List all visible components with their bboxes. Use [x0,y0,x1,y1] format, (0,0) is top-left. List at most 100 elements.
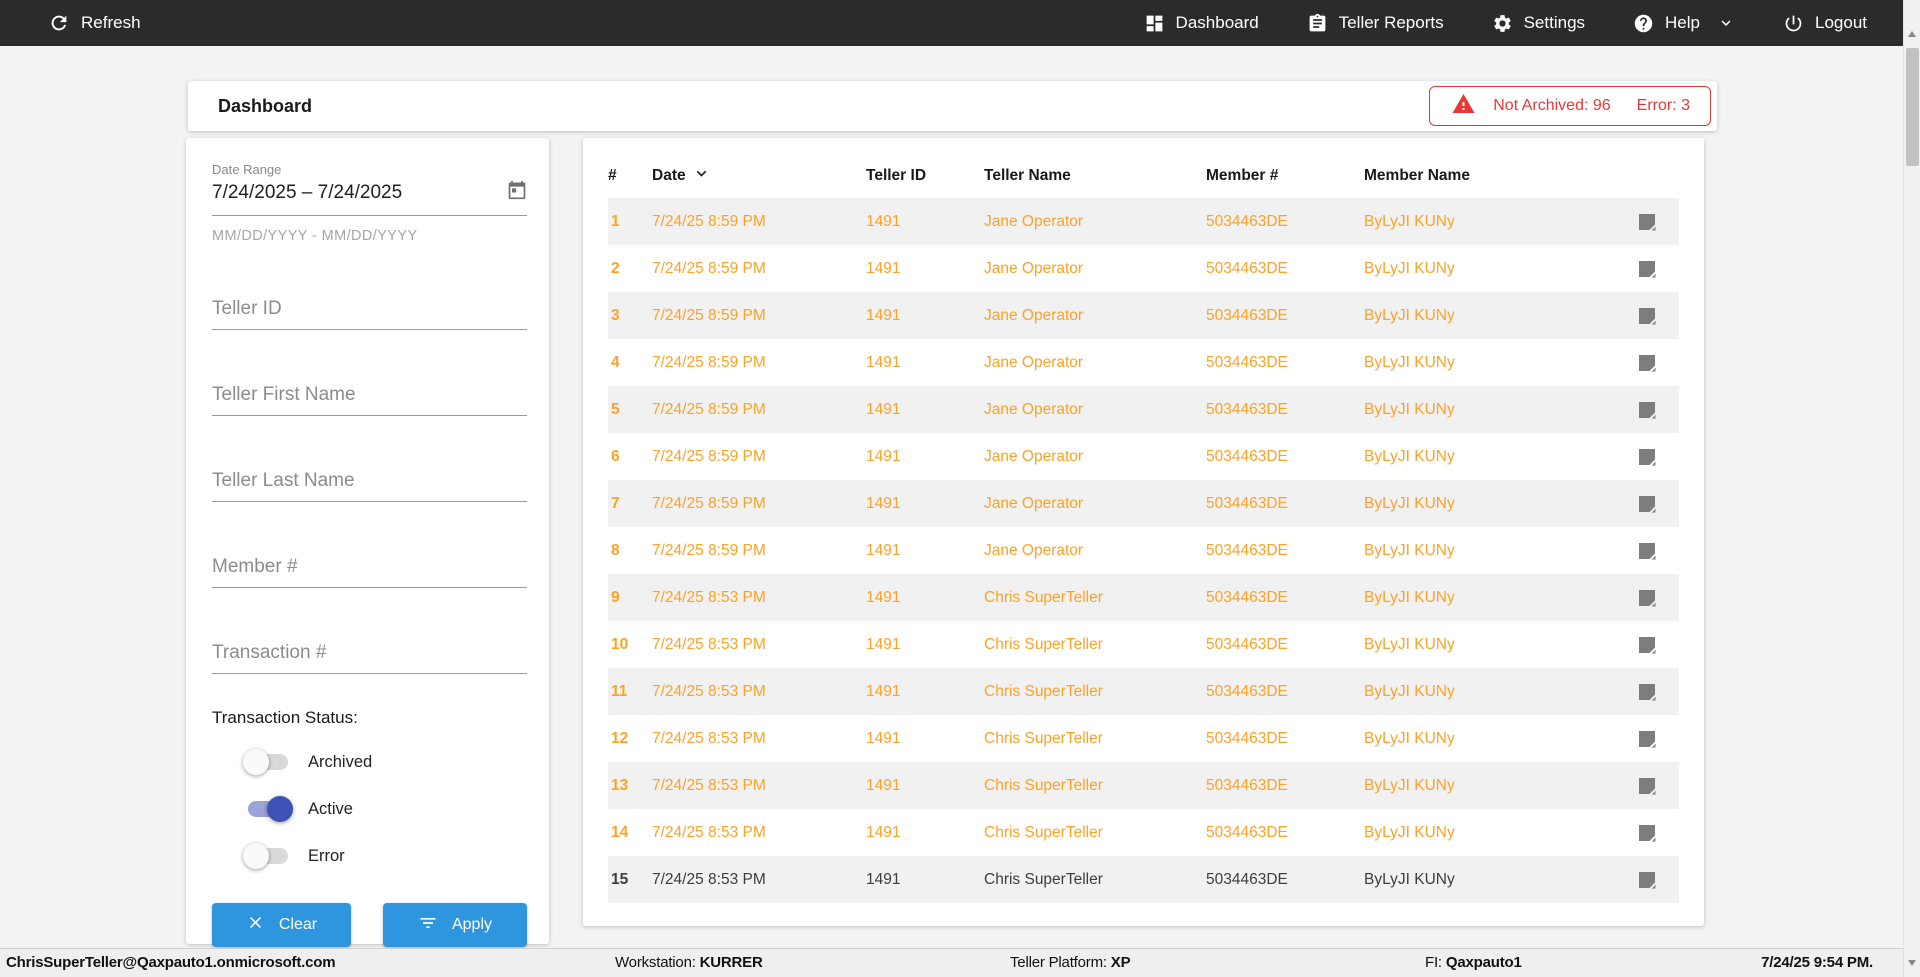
cell-teller-name: Chris SuperTeller [984,776,1103,794]
cell-member-num: 5034463DE [1206,635,1288,653]
table-row[interactable]: 1 7/24/25 8:59 PM 1491 Jane Operator 503… [608,198,1679,245]
note-icon[interactable] [1614,823,1679,843]
refresh-button[interactable]: Refresh [48,12,141,34]
row-number: 5 [611,400,620,418]
error-count: Error: 3 [1636,97,1690,114]
cell-teller-id: 1491 [866,306,901,324]
note-icon[interactable] [1614,541,1679,561]
not-archived-count: Not Archived: 96 [1493,97,1611,114]
status-datetime: 7/24/25 9:54 PM. [1761,954,1873,971]
row-number: 11 [611,682,628,700]
not-archived-error-badge[interactable]: Not Archived: 96 Error: 3 [1429,86,1711,126]
note-icon[interactable] [1614,729,1679,749]
note-icon[interactable] [1614,259,1679,279]
scroll-up-button[interactable] [1904,26,1920,43]
table-body: 1 7/24/25 8:59 PM 1491 Jane Operator 503… [608,198,1679,903]
logged-in-user: ChrisSuperTeller@Qaxpauto1.onmicrosoft.c… [6,954,336,971]
gear-icon [1492,13,1513,34]
cell-date: 7/24/25 8:53 PM [652,870,766,888]
cell-teller-name: Chris SuperTeller [984,870,1103,888]
cell-member-num: 5034463DE [1206,823,1288,841]
teller-last-name-input[interactable] [212,470,527,501]
date-range-input[interactable] [212,181,507,204]
note-icon[interactable] [1614,306,1679,326]
note-icon[interactable] [1614,353,1679,373]
member-number-input[interactable] [212,556,527,587]
table-row[interactable]: 5 7/24/25 8:59 PM 1491 Jane Operator 503… [608,386,1679,433]
cell-date: 7/24/25 8:59 PM [652,541,766,559]
cell-member-num: 5034463DE [1206,494,1288,512]
archived-toggle[interactable]: Archived [243,749,527,775]
row-number: 4 [611,353,620,371]
nav-dashboard[interactable]: Dashboard [1144,13,1259,34]
cell-teller-id: 1491 [866,682,901,700]
cell-member-num: 5034463DE [1206,588,1288,606]
table-row[interactable]: 10 7/24/25 8:53 PM 1491 Chris SuperTelle… [608,621,1679,668]
cell-date: 7/24/25 8:59 PM [652,494,766,512]
note-icon[interactable] [1614,494,1679,514]
scrollbar-thumb[interactable] [1906,48,1919,166]
table-row[interactable]: 14 7/24/25 8:53 PM 1491 Chris SuperTelle… [608,809,1679,856]
scroll-down-button[interactable] [1904,954,1920,971]
note-icon[interactable] [1614,870,1679,890]
cell-date: 7/24/25 8:59 PM [652,306,766,324]
cell-teller-name: Chris SuperTeller [984,823,1103,841]
cell-teller-id: 1491 [866,212,901,230]
calendar-icon[interactable] [507,180,527,205]
note-icon[interactable] [1614,635,1679,655]
row-number: 6 [611,447,620,465]
cell-member-num: 5034463DE [1206,400,1288,418]
nav-logout[interactable]: Logout [1783,13,1867,34]
nav-help[interactable]: Help [1633,13,1735,34]
cell-member-name: ByLyJI KUNy [1364,682,1455,700]
teller-first-name-input[interactable] [212,384,527,415]
table-row[interactable]: 4 7/24/25 8:59 PM 1491 Jane Operator 503… [608,339,1679,386]
cell-teller-id: 1491 [866,776,901,794]
note-icon[interactable] [1614,447,1679,467]
cell-teller-name: Jane Operator [984,447,1084,465]
note-icon[interactable] [1614,400,1679,420]
dashboard-icon [1144,13,1165,34]
toggle-switch [243,843,290,869]
note-icon[interactable] [1614,588,1679,608]
chevron-down-icon [1717,14,1735,32]
cell-member-name: ByLyJI KUNy [1364,212,1455,230]
table-row[interactable]: 7 7/24/25 8:59 PM 1491 Jane Operator 503… [608,480,1679,527]
power-icon [1783,13,1804,34]
apply-button[interactable]: Apply [383,903,527,947]
nav-teller-reports[interactable]: Teller Reports [1307,13,1444,34]
cell-member-name: ByLyJI KUNy [1364,823,1455,841]
table-row[interactable]: 13 7/24/25 8:53 PM 1491 Chris SuperTelle… [608,762,1679,809]
active-toggle[interactable]: Active [246,796,527,822]
cell-member-name: ByLyJI KUNy [1364,776,1455,794]
teller-id-input[interactable] [212,298,527,329]
cell-member-name: ByLyJI KUNy [1364,494,1455,512]
table-row[interactable]: 6 7/24/25 8:59 PM 1491 Jane Operator 503… [608,433,1679,480]
vertical-scrollbar[interactable] [1903,0,1920,977]
table-row[interactable]: 11 7/24/25 8:53 PM 1491 Chris SuperTelle… [608,668,1679,715]
table-row[interactable]: 9 7/24/25 8:53 PM 1491 Chris SuperTeller… [608,574,1679,621]
toggle-switch [243,749,290,775]
cell-member-num: 5034463DE [1206,353,1288,371]
nav-settings[interactable]: Settings [1492,13,1585,34]
top-nav: Refresh Dashboard Teller Reports Setting… [0,0,1903,46]
page-header-card: Dashboard Not Archived: 96 Error: 3 [188,81,1717,131]
table-row[interactable]: 8 7/24/25 8:59 PM 1491 Jane Operator 503… [608,527,1679,574]
error-toggle[interactable]: Error [243,843,527,869]
sort-arrow-icon [692,164,711,188]
table-row[interactable]: 15 7/24/25 8:53 PM 1491 Chris SuperTelle… [608,856,1679,903]
cell-teller-id: 1491 [866,541,901,559]
clear-button[interactable]: Clear [212,903,352,947]
cell-member-num: 5034463DE [1206,541,1288,559]
note-icon[interactable] [1614,212,1679,232]
table-row[interactable]: 3 7/24/25 8:59 PM 1491 Jane Operator 503… [608,292,1679,339]
table-row[interactable]: 12 7/24/25 8:53 PM 1491 Chris SuperTelle… [608,715,1679,762]
note-icon[interactable] [1614,682,1679,702]
cell-teller-id: 1491 [866,447,901,465]
cell-member-name: ByLyJI KUNy [1364,306,1455,324]
transaction-number-input[interactable] [212,642,527,673]
col-header-date-sort[interactable]: Date [652,164,866,188]
table-row[interactable]: 2 7/24/25 8:59 PM 1491 Jane Operator 503… [608,245,1679,292]
cell-teller-name: Chris SuperTeller [984,729,1103,747]
note-icon[interactable] [1614,776,1679,796]
